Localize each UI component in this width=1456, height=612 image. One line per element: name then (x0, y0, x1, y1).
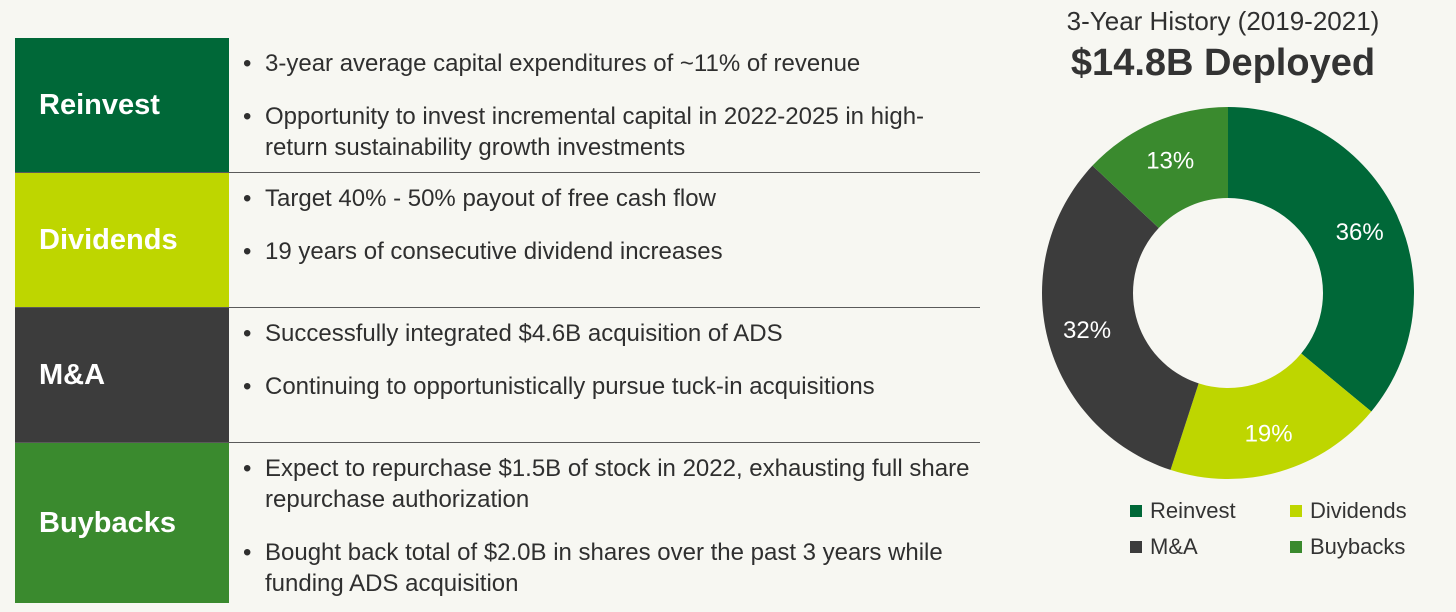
row-ma: M&A • Successfully integrated $4.6B acqui… (15, 308, 980, 443)
row-buybacks: Buybacks • Expect to repurchase $1.5B of … (15, 443, 980, 603)
bullet-item: • Successfully integrated $4.6B acquisiti… (241, 318, 980, 349)
slice-dividends (1170, 353, 1372, 480)
label-buybacks: Buybacks (15, 443, 229, 603)
legend-label: Dividends (1310, 498, 1407, 523)
bullet-item: • 19 years of consecutive dividend increa… (241, 236, 980, 267)
slice-ma (1042, 165, 1199, 470)
bullet-dot: • (243, 103, 252, 130)
bullet-item: • Continuing to opportunistically pursue … (241, 371, 980, 402)
chart-title: $14.8B Deployed (1070, 42, 1376, 84)
legend-swatch (1130, 541, 1142, 553)
label-ma: M&A (15, 308, 229, 442)
legend-swatch (1290, 505, 1302, 517)
bullet-item: • Bought back total of $2.0B in shares ov… (241, 537, 980, 599)
bullets-ma: • Successfully integrated $4.6B acquisiti… (229, 308, 980, 442)
legend-item-dividends: Dividends (1290, 498, 1430, 524)
bullet-text: Continuing to opportunistically pursue t… (265, 373, 875, 400)
bullet-dot: • (243, 320, 252, 347)
slice-label: 19% (1245, 421, 1293, 448)
label-dividends: Dividends (15, 173, 229, 307)
bullet-text: Opportunity to invest incremental capita… (265, 103, 925, 161)
legend-swatch (1130, 505, 1142, 517)
bullet-item: • Target 40% - 50% payout of free cash fl… (241, 183, 980, 214)
chart-legend: Reinvest Dividends M&A Buybacks (1130, 498, 1430, 560)
bullets-reinvest: • 3-year average capital expenditures of … (229, 38, 980, 172)
bullet-item: • 3-year average capital expenditures of … (241, 48, 980, 79)
legend-item-reinvest: Reinvest (1130, 498, 1290, 524)
bullet-dot: • (243, 238, 252, 265)
legend-label: Buybacks (1310, 534, 1406, 559)
bullet-dot: • (243, 50, 252, 77)
strategy-table: Reinvest • 3-year average capital expendi… (15, 38, 980, 603)
bullet-text: Successfully integrated $4.6B acquisitio… (265, 320, 783, 347)
bullets-buybacks: • Expect to repurchase $1.5B of stock in … (229, 443, 980, 603)
chart-subtitle: 3-Year History (2019-2021) (1066, 6, 1380, 36)
legend-label: Reinvest (1150, 498, 1236, 523)
legend-item-ma: M&A (1130, 534, 1290, 560)
slice-buybacks (1092, 107, 1228, 228)
bullet-item: • Opportunity to invest incremental capit… (241, 101, 980, 163)
bullet-text: 19 years of consecutive dividend increas… (265, 238, 723, 265)
donut-chart: 36% 19% 32% 13% (1042, 107, 1414, 480)
chart-panel: 3-Year History (2019-2021) $14.8B Deploy… (1000, 0, 1456, 612)
slice-reinvest (1228, 107, 1414, 412)
bullet-item: • Expect to repurchase $1.5B of stock in … (241, 453, 980, 515)
bullet-dot: • (243, 539, 252, 566)
legend-swatch (1290, 541, 1302, 553)
bullet-text: Bought back total of $2.0B in shares ove… (265, 539, 943, 597)
label-reinvest: Reinvest (15, 38, 229, 172)
bullet-dot: • (243, 455, 252, 482)
legend-label: M&A (1150, 534, 1198, 559)
bullet-dot: • (243, 373, 252, 400)
row-reinvest: Reinvest • 3-year average capital expendi… (15, 38, 980, 173)
slice-label: 13% (1146, 147, 1194, 174)
bullet-text: Target 40% - 50% payout of free cash flo… (265, 185, 716, 212)
bullet-dot: • (243, 185, 252, 212)
bullet-text: 3-year average capital expenditures of ~… (265, 50, 861, 77)
bullet-text: Expect to repurchase $1.5B of stock in 2… (265, 455, 970, 513)
slice-label: 32% (1063, 317, 1111, 344)
slice-label: 36% (1336, 219, 1384, 246)
row-dividends: Dividends • Target 40% - 50% payout of fr… (15, 173, 980, 308)
bullets-dividends: • Target 40% - 50% payout of free cash fl… (229, 173, 980, 307)
legend-item-buybacks: Buybacks (1290, 534, 1430, 560)
